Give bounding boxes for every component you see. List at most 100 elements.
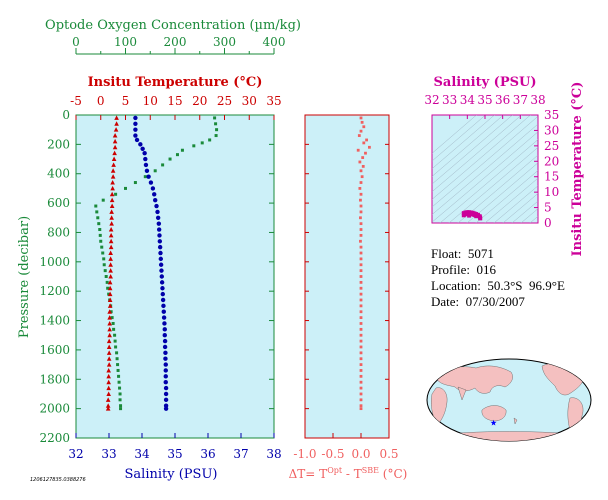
oxygen-point (214, 134, 218, 138)
temperature-point (107, 315, 112, 320)
temperature-point (110, 174, 116, 179)
delta-t-point (360, 120, 364, 124)
temperature-point (105, 397, 111, 402)
salinity-point (160, 297, 166, 303)
salinity-point (133, 127, 138, 132)
salinity-point (157, 244, 163, 250)
salinity-point (159, 280, 165, 285)
delta-t-point (359, 333, 363, 337)
density-contour (432, 115, 495, 170)
oxygen-point (115, 351, 119, 355)
ts-point (474, 214, 479, 219)
temperature-point (107, 291, 113, 297)
temperature-point (110, 168, 116, 173)
delta-t-point (364, 151, 367, 155)
oxygen-point (133, 181, 137, 185)
oxygen-point (113, 333, 117, 337)
delta-t-point (359, 322, 363, 325)
delta-t-point (359, 129, 363, 133)
float-location-marker (490, 419, 497, 426)
temperature-point (108, 232, 114, 238)
density-contour (432, 115, 486, 162)
salinity-tick-label: 33 (101, 447, 116, 461)
salinity-point (153, 197, 158, 203)
density-contour (432, 115, 531, 200)
temperature-tick-label: 20 (192, 94, 207, 108)
location: Location: 50.3°S 96.9°E (431, 278, 565, 293)
temperature-point (107, 320, 112, 326)
delta-t-point (359, 369, 363, 372)
float-number: Float: 5071 (431, 246, 494, 261)
density-contour (432, 115, 477, 154)
oxygen-point (102, 257, 106, 261)
density-contour (448, 146, 538, 223)
temperature-point (107, 285, 113, 291)
ts-x-tick-label: 38 (530, 93, 545, 107)
oxygen-point (168, 157, 172, 161)
salinity-point (163, 350, 168, 356)
date: Date: 07/30/2007 (431, 294, 525, 309)
delta-t-point (359, 263, 363, 267)
delta-t-point (359, 116, 363, 120)
oxygen-axis: Optode Oxygen Concentration (µm/kg) 0 100… (45, 18, 301, 55)
temperature-axis-label: Insitu Temperature (°C) (88, 75, 263, 90)
delta-t-point (359, 239, 362, 243)
oxygen-point (115, 357, 119, 361)
temperature-point (109, 215, 114, 220)
delta-t-point (359, 245, 363, 249)
temperature-point (107, 297, 113, 302)
salinity-point (163, 406, 169, 411)
ts-x-tick-label: 36 (495, 93, 510, 107)
oxygen-tick-label: 100 (114, 35, 137, 49)
delta-t-point (362, 125, 366, 129)
delta-t-point (359, 222, 363, 226)
oxygen-point (94, 204, 98, 208)
salinity-point (163, 356, 168, 361)
density-contour (484, 177, 538, 223)
oxygen-point (110, 316, 114, 320)
salinity-point (143, 156, 148, 162)
delta-t-point (359, 269, 363, 273)
salinity-point (163, 385, 169, 391)
pressure-axis: 0 200 400 600 800 1000 1200 1400 1600 1800 2000 220… (17, 108, 274, 445)
delta-t-point (359, 292, 363, 296)
temperature-tick-label: 30 (242, 94, 257, 108)
delta-t-point (368, 145, 371, 149)
delta-t-point (359, 204, 363, 208)
ts-x-tick-label: 32 (424, 93, 439, 107)
ts-y-tick-label: 30 (544, 123, 559, 137)
delta-t-point (359, 169, 363, 173)
oxygen-point (119, 407, 123, 411)
salinity-tick-label: 32 (68, 447, 83, 461)
profile-number: Profile: 016 (431, 262, 496, 277)
delta-t-point (360, 175, 364, 179)
density-contour (529, 215, 538, 223)
oxygen-point (118, 392, 122, 396)
salinity-point (155, 215, 161, 220)
temperature-tick-label: 25 (217, 94, 232, 108)
temperature-tick-label: -5 (70, 94, 82, 108)
oxygen-point (153, 169, 157, 173)
delta-t-point (359, 275, 363, 278)
temperature-point (109, 209, 114, 214)
ts-point (461, 213, 466, 218)
map-land-india (457, 386, 467, 401)
oxygen-axis-label: Optode Oxygen Concentration (µm/kg) (45, 18, 301, 33)
delta-t-point (359, 407, 363, 411)
temperature-tick-label: 0 (97, 94, 105, 108)
delta-t-point (358, 187, 362, 190)
ts-salinity-axis-label: Salinity (PSU) (434, 75, 537, 90)
ts-point (467, 213, 472, 218)
temperature-point (106, 391, 111, 396)
salinity-point (158, 256, 164, 262)
oxygen-tick-label: 300 (213, 35, 236, 49)
delta-t-point (359, 380, 363, 384)
temperature-point (108, 244, 114, 250)
pressure-tick-label: 2200 (39, 431, 70, 445)
oxygen-point (109, 310, 113, 314)
pressure-tick-label: 1000 (39, 255, 70, 269)
oxygen-point (124, 186, 127, 190)
density-contour (520, 208, 538, 223)
salinity-point (163, 362, 168, 367)
delta-t-point (361, 164, 365, 168)
